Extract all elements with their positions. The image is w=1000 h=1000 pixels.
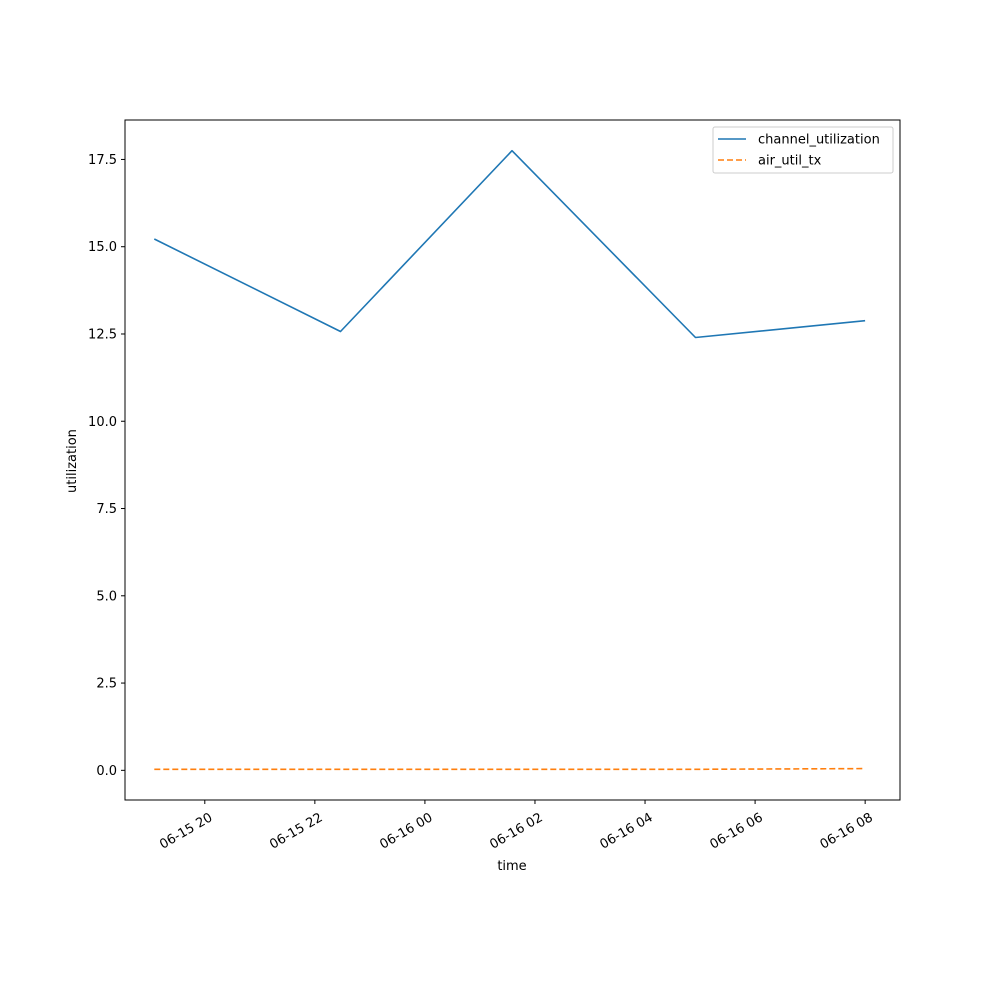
x-tick-label: 06-16 02	[487, 810, 545, 852]
legend: channel_utilization air_util_tx	[712, 126, 894, 174]
x-axis-label: time	[497, 859, 526, 874]
legend-label: channel_utilization	[758, 133, 880, 148]
y-tick-label: 2.5	[96, 677, 117, 692]
x-tick-label: 06-16 04	[597, 810, 655, 852]
x-tick-label: 06-16 00	[377, 810, 435, 852]
y-tick-label: 0.0	[96, 764, 117, 779]
y-tick-label: 5.0	[96, 589, 117, 604]
y-axis-label: utilization	[65, 429, 80, 493]
y-tick-label: 17.5	[88, 153, 117, 168]
y-tick-label: 10.0	[88, 415, 117, 430]
x-tick-label: 06-16 08	[818, 810, 876, 852]
y-tick-label: 12.5	[88, 327, 117, 342]
legend-label: air_util_tx	[758, 154, 822, 169]
x-tick-label: 06-15 22	[267, 810, 325, 852]
series-layer	[153, 149, 866, 771]
y-tick-label: 15.0	[88, 240, 117, 255]
plot-frame	[124, 119, 901, 801]
x-tick-label: 06-16 06	[708, 810, 766, 852]
series-line-air_util_tx	[154, 767, 866, 771]
x-tick-label: 06-15 20	[157, 810, 215, 852]
y-axis: 0.0 2.5 5.0 7.5 10.0 12.5 15.0 17.5	[88, 153, 125, 779]
series-line-channel_utilization	[153, 149, 866, 339]
x-axis: 06-15 20 06-15 22 06-16 00 06-16 02 06-16 04…	[157, 800, 876, 853]
legend-box	[712, 126, 894, 174]
y-tick-label: 7.5	[96, 502, 117, 517]
